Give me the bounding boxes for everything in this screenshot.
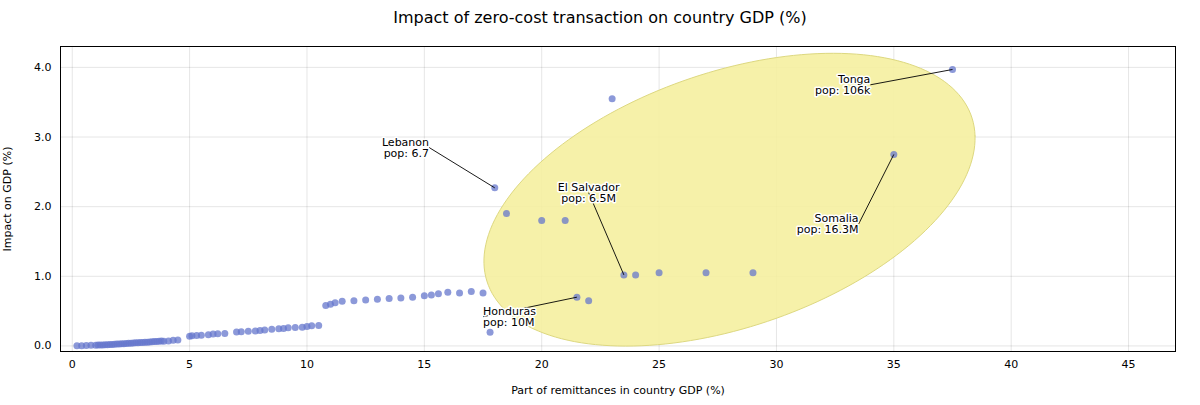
svg-text:Impact on GDP (%): Impact on GDP (%)	[1, 147, 14, 252]
svg-text:Lebanonpop: 6.7: Lebanonpop: 6.7	[382, 135, 429, 159]
svg-text:Tongapop: 106k: Tongapop: 106k	[815, 73, 871, 97]
svg-text:40: 40	[1004, 358, 1018, 371]
svg-text:Somaliapop: 16.3M: Somaliapop: 16.3M	[797, 212, 859, 236]
svg-text:20: 20	[535, 358, 549, 371]
svg-text:Part of remittances in country: Part of remittances in country GDP (%)	[511, 384, 725, 397]
svg-text:5: 5	[186, 358, 193, 371]
svg-text:El Salvadorpop: 6.5M: El Salvadorpop: 6.5M	[558, 181, 620, 205]
svg-text:1.0: 1.0	[34, 270, 52, 283]
svg-text:0: 0	[69, 358, 76, 371]
svg-text:0.0: 0.0	[34, 339, 52, 352]
svg-text:15: 15	[417, 358, 431, 371]
svg-text:3.0: 3.0	[34, 131, 52, 144]
svg-text:45: 45	[1122, 358, 1136, 371]
svg-text:10: 10	[300, 358, 314, 371]
svg-text:Honduraspop: 10M: Honduraspop: 10M	[483, 305, 536, 329]
svg-text:25: 25	[652, 358, 666, 371]
svg-text:4.0: 4.0	[34, 61, 52, 74]
svg-text:30: 30	[769, 358, 783, 371]
svg-text:2.0: 2.0	[34, 200, 52, 213]
svg-text:35: 35	[887, 358, 901, 371]
html-text:Impact of zero-cost transactio: Impact of zero-cost transaction on count…	[393, 8, 807, 27]
